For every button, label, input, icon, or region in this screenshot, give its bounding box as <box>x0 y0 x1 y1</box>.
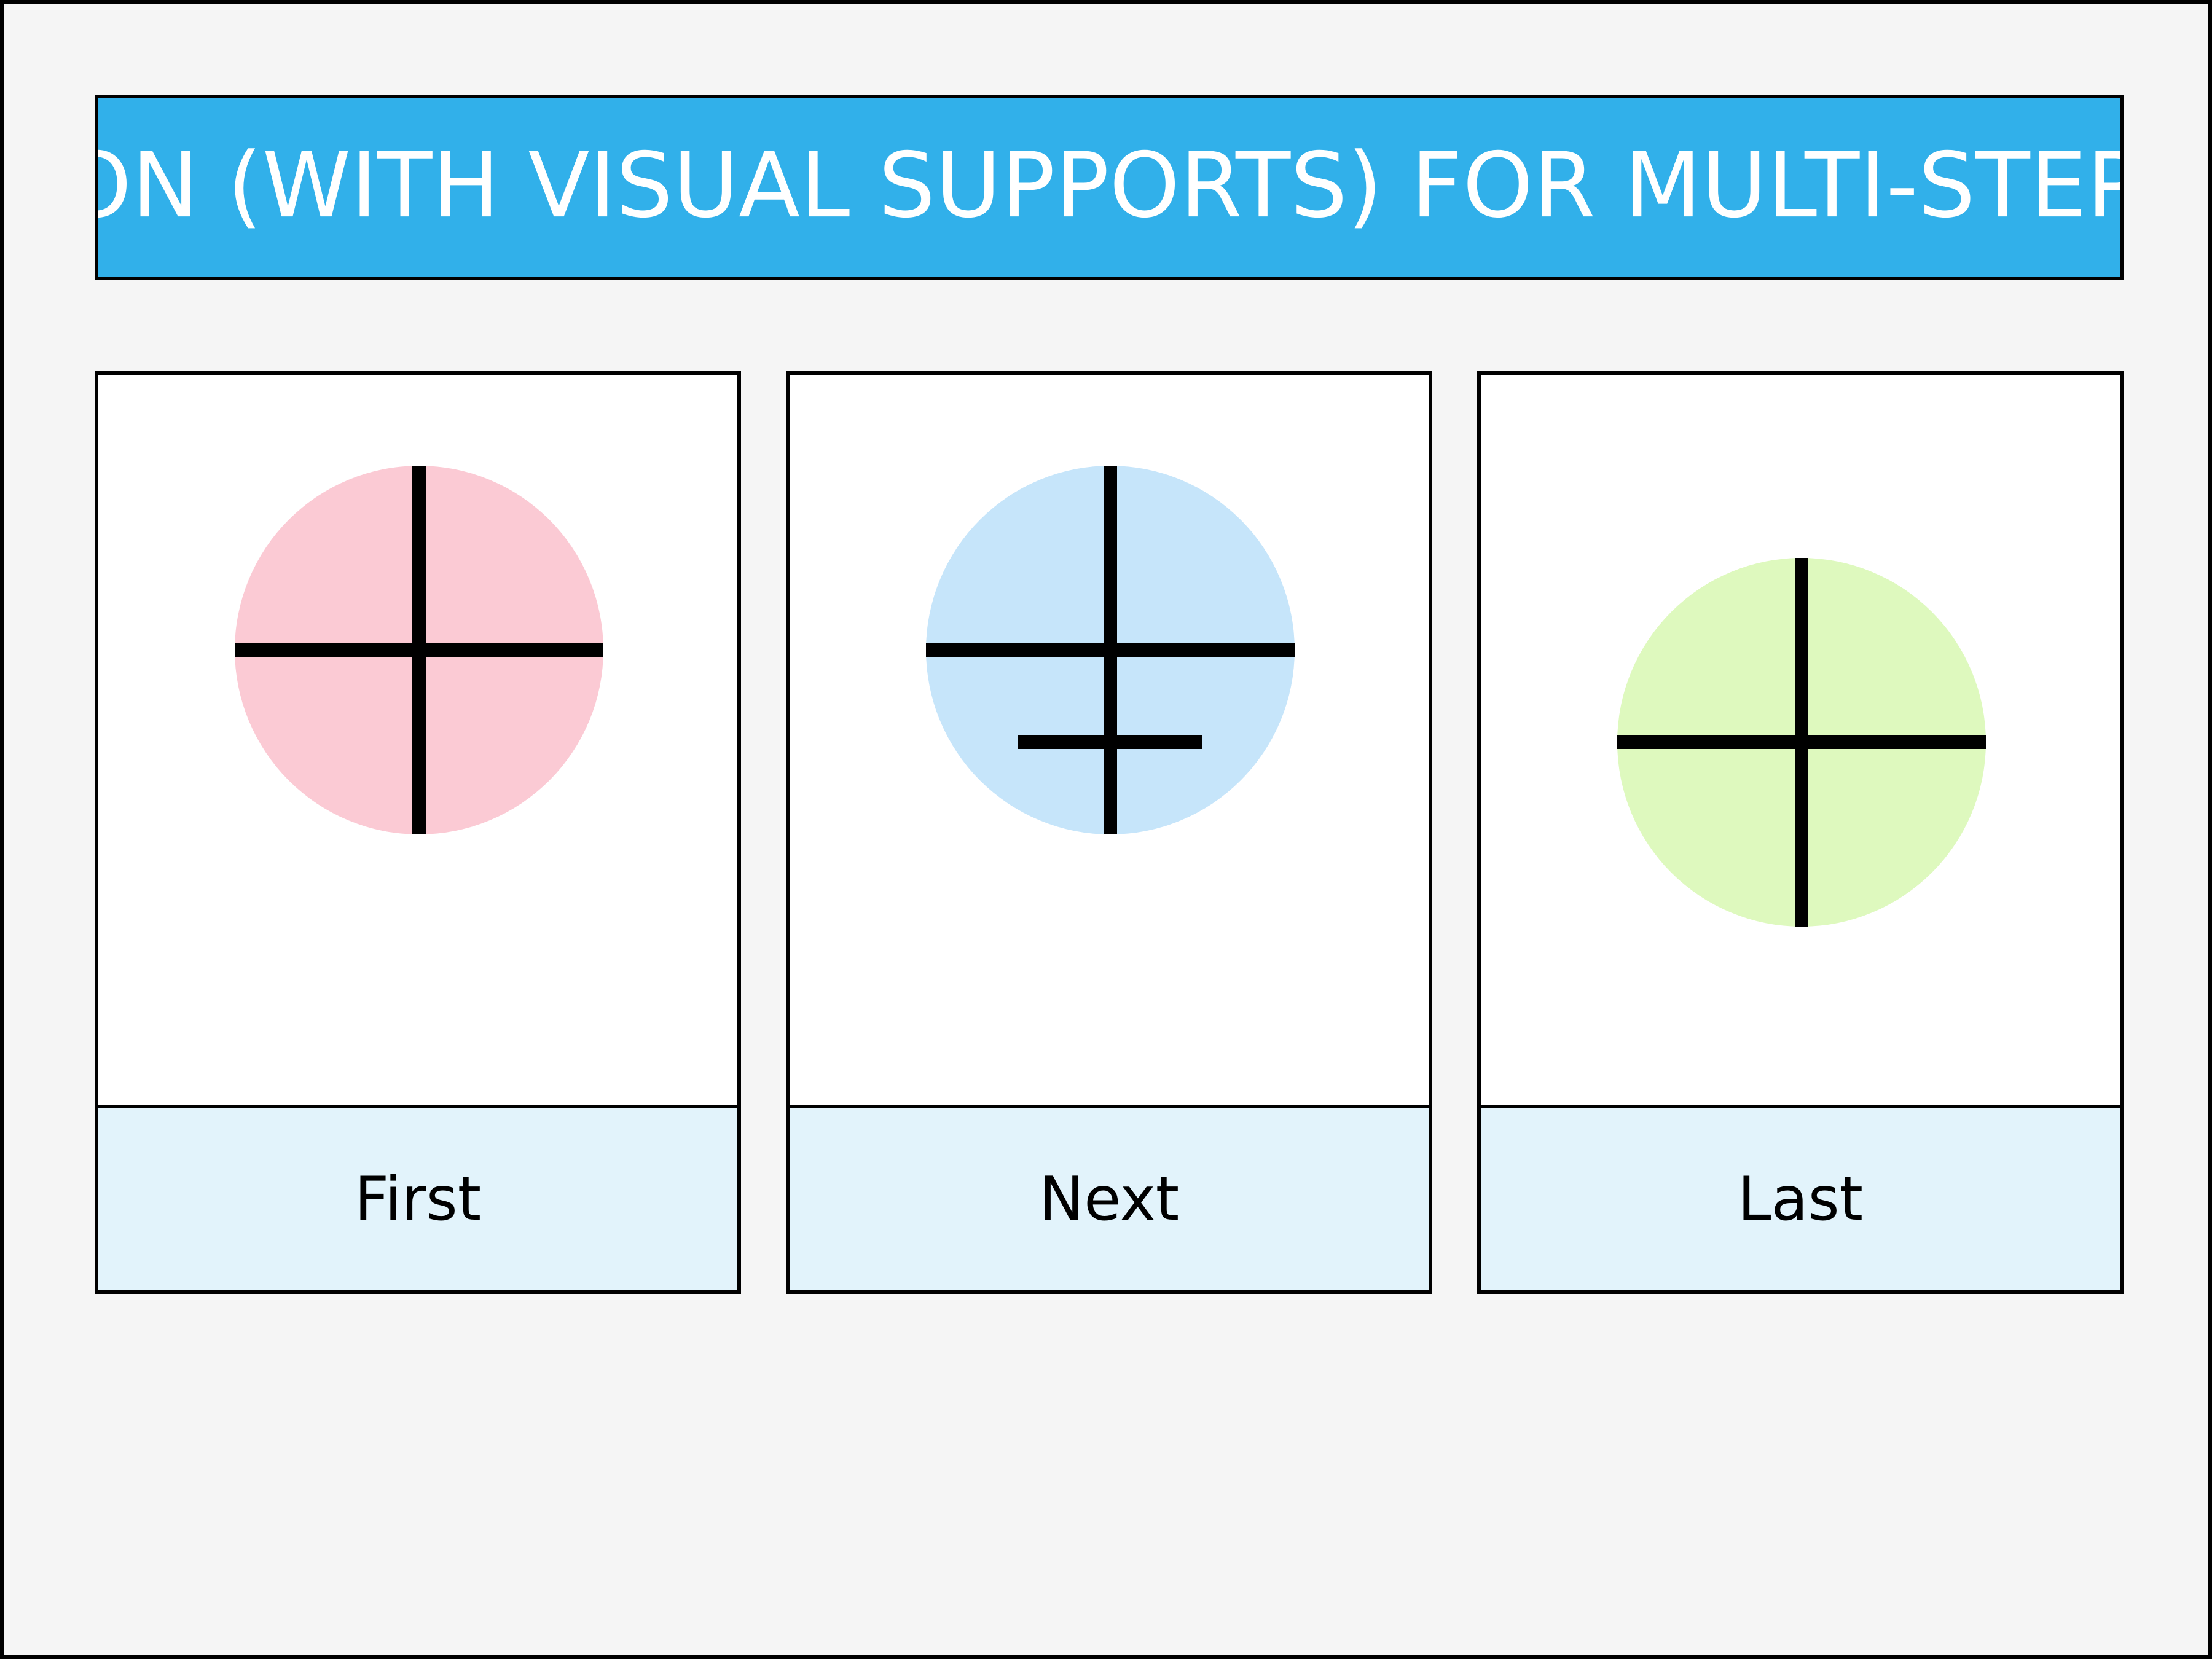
step-label-last: Last <box>1481 1105 2120 1290</box>
page-title: TION (WITH VISUAL SUPPORTS) FOR MULTI-ST… <box>98 133 2124 238</box>
target-crosshair-double-bar-icon <box>926 466 1295 834</box>
step-card-last: Last <box>1477 371 2124 1294</box>
target-crosshair-icon <box>1617 558 1986 927</box>
step-card-next: Next <box>786 371 1432 1294</box>
step-card-first: First <box>95 371 741 1294</box>
title-banner: TION (WITH VISUAL SUPPORTS) FOR MULTI-ST… <box>95 95 2124 280</box>
step-label-first: First <box>98 1105 737 1290</box>
step-label-next: Next <box>790 1105 1429 1290</box>
target-crosshair-icon <box>235 466 603 834</box>
